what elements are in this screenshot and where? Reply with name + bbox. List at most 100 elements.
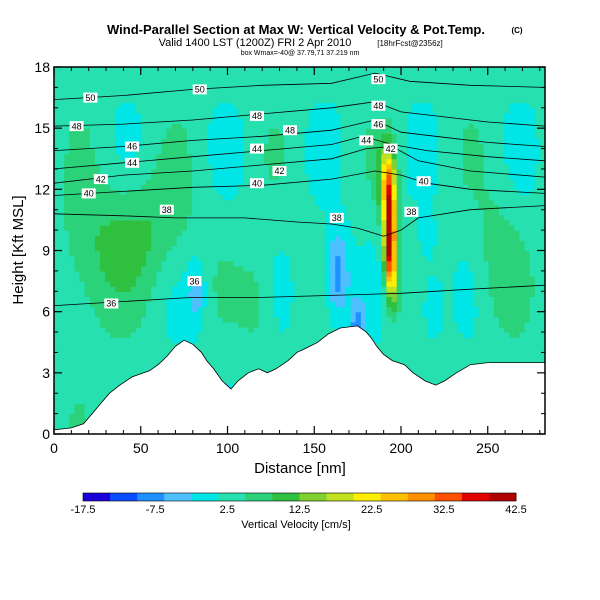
field-cell [161, 225, 168, 231]
field-cell [156, 342, 162, 348]
title-mark: (C) [511, 26, 522, 35]
field-cell [181, 311, 188, 318]
field-cell [263, 311, 270, 318]
field-cell [325, 230, 331, 236]
field-cell [335, 275, 342, 282]
field-cell [279, 337, 285, 343]
field-cell [140, 128, 147, 134]
field-cell [365, 230, 372, 236]
field-cell [335, 260, 342, 267]
field-cell [110, 179, 116, 185]
field-cell [330, 291, 336, 297]
field-cell [243, 179, 249, 185]
field-cell [371, 225, 377, 231]
field-cell [105, 82, 111, 88]
field-cell [212, 332, 219, 338]
field-cell [330, 133, 336, 139]
field-cell [289, 337, 295, 343]
field-cell [279, 204, 285, 211]
field-cell [268, 102, 275, 109]
field-cell [151, 306, 157, 313]
field-cell [100, 97, 106, 104]
field-cell [212, 316, 219, 323]
field-cell [54, 352, 60, 359]
field-cell [156, 77, 162, 83]
field-cell [171, 332, 178, 338]
field-cell [248, 337, 255, 343]
field-cell [289, 174, 295, 180]
field-cell [94, 383, 101, 389]
field-cell [273, 255, 280, 262]
field-cell [391, 321, 398, 328]
field-cell [64, 311, 70, 318]
field-cell [100, 82, 106, 88]
field-cell [146, 225, 152, 231]
field-cell [294, 138, 301, 145]
field-cell [84, 219, 91, 226]
field-cell [243, 67, 249, 73]
field-cell [135, 291, 142, 297]
field-cell [54, 153, 60, 160]
field-cell [263, 158, 270, 165]
field-cell [156, 92, 162, 99]
field-cell [365, 286, 372, 292]
field-cell [263, 184, 270, 190]
field-cell [360, 286, 367, 292]
field-cell [120, 204, 127, 211]
field-cell [74, 225, 81, 231]
field-cell [268, 316, 275, 323]
field-cell [396, 240, 403, 247]
field-cell [263, 138, 270, 145]
field-cell [365, 240, 372, 247]
field-cell [222, 168, 229, 175]
field-cell [314, 225, 321, 231]
field-cell [212, 143, 219, 150]
field-cell [340, 72, 347, 78]
field-cell [176, 77, 183, 83]
field-cell [54, 199, 60, 206]
field-cell [84, 357, 91, 364]
field-cell [386, 255, 393, 262]
field-cell [74, 179, 81, 185]
field-cell [120, 163, 127, 170]
field-cell [340, 255, 347, 262]
field-cell [263, 194, 270, 201]
field-cell [74, 87, 81, 94]
field-cell [243, 77, 249, 83]
field-cell [135, 133, 142, 139]
field-cell [59, 67, 65, 73]
field-cell [74, 168, 81, 175]
field-cell [335, 77, 342, 83]
field-cell [207, 204, 214, 211]
field-cell [345, 143, 352, 150]
field-cell [84, 102, 91, 109]
field-cell [233, 128, 239, 134]
field-cell [401, 286, 408, 292]
field-cell [74, 418, 81, 425]
field-cell [365, 123, 372, 129]
field-cell [135, 332, 142, 338]
field-cell [258, 270, 265, 277]
field-cell [197, 235, 203, 241]
field-cell [376, 189, 382, 196]
field-cell [105, 148, 111, 155]
field-cell [365, 189, 372, 196]
field-cell [94, 235, 101, 241]
field-cell [125, 270, 132, 277]
field-cell [69, 418, 76, 425]
field-cell [289, 209, 295, 216]
field-cell [130, 332, 137, 338]
field-cell [146, 77, 152, 83]
field-cell [181, 123, 188, 129]
field-cell [135, 245, 142, 252]
field-cell [171, 286, 178, 292]
field-cell [309, 296, 316, 303]
field-cell [391, 301, 398, 308]
field-cell [268, 321, 275, 328]
field-cell [396, 204, 403, 211]
field-cell [202, 148, 209, 155]
field-cell [391, 72, 398, 78]
field-cell [171, 107, 178, 114]
field-cell [100, 275, 106, 282]
